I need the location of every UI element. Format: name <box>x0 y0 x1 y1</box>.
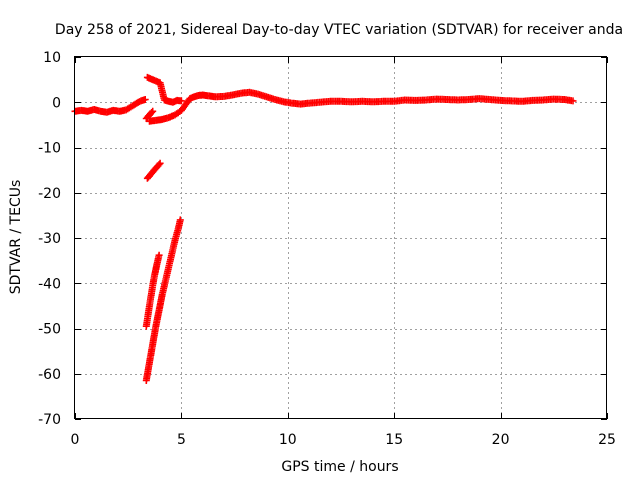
y-tick-label: -50 <box>38 322 61 338</box>
plus-marker <box>155 251 163 259</box>
y-tick-label: 10 <box>43 50 61 66</box>
plus-marker <box>153 161 163 171</box>
x-tick-label: 20 <box>492 432 510 448</box>
data-point <box>155 251 163 259</box>
y-tick-label: -20 <box>38 186 61 202</box>
plus-marker <box>133 98 143 107</box>
y-tick-label: -40 <box>38 276 61 292</box>
plus-marker <box>149 324 159 348</box>
y-tick-label: 0 <box>52 95 61 111</box>
plus-marker <box>171 108 184 119</box>
data-point <box>171 108 184 119</box>
data-point <box>142 112 152 122</box>
y-tick-label: -30 <box>38 231 61 247</box>
plus-marker <box>142 360 153 384</box>
data-points <box>71 73 577 384</box>
data-point <box>143 73 154 83</box>
x-tick-label: 25 <box>598 432 616 448</box>
plus-marker <box>152 77 163 86</box>
data-point <box>122 103 135 114</box>
plus-marker <box>146 342 156 366</box>
plus-marker <box>122 103 135 114</box>
plus-marker <box>569 97 577 105</box>
plus-marker <box>147 168 157 179</box>
y-tick-label: -70 <box>38 412 61 428</box>
plus-marker <box>142 112 152 122</box>
data-point <box>169 97 180 106</box>
data-point <box>148 75 158 84</box>
data-point <box>569 97 577 105</box>
data-point <box>177 97 185 105</box>
plus-marker <box>182 96 193 108</box>
x-axis-label: GPS time / hours <box>281 459 398 475</box>
data-point <box>129 100 139 110</box>
plus-marker <box>146 109 156 119</box>
x-tick-label: 0 <box>71 432 80 448</box>
plus-marker <box>148 75 158 84</box>
plus-marker <box>160 96 171 105</box>
data-point <box>147 168 157 179</box>
plus-marker <box>169 97 180 106</box>
y-axis-label: SDTVAR / TECUs <box>8 180 24 295</box>
data-point <box>146 342 156 366</box>
plus-marker <box>177 97 185 105</box>
plus-marker <box>137 96 148 105</box>
data-point <box>133 98 143 107</box>
data-point <box>152 77 163 86</box>
data-point <box>190 92 201 101</box>
data-point <box>146 109 156 119</box>
data-point <box>150 164 160 175</box>
plus-marker <box>129 100 139 110</box>
x-tick-label: 10 <box>279 432 297 448</box>
data-point <box>177 102 189 114</box>
x-tick-label: 15 <box>385 432 403 448</box>
data-point <box>156 159 164 167</box>
chart-title: Day 258 of 2021, Sidereal Day-to-day VTE… <box>55 22 623 38</box>
data-point <box>182 96 193 108</box>
plus-marker <box>186 93 197 103</box>
x-tick-label: 5 <box>177 432 186 448</box>
plus-marker <box>190 92 201 101</box>
plus-marker <box>141 96 149 103</box>
y-tick-label: -10 <box>38 141 61 157</box>
plus-marker <box>150 164 160 175</box>
data-point <box>153 161 163 171</box>
data-point <box>142 360 153 384</box>
data-point <box>141 96 149 103</box>
plus-marker <box>177 102 189 114</box>
data-point <box>149 324 159 348</box>
plus-marker <box>143 73 154 83</box>
data-point <box>176 216 184 224</box>
y-tick-label: -60 <box>38 367 61 383</box>
plot-frame <box>74 56 607 419</box>
data-point <box>160 96 171 105</box>
data-point <box>143 172 153 182</box>
plus-marker <box>143 172 153 182</box>
tick-labels: 0 5 10 15 20 25 10 0 -10 -20 -30 -40 -50 -60 -70 <box>38 50 616 448</box>
data-point <box>149 107 157 115</box>
plus-marker <box>156 159 164 167</box>
plus-marker <box>149 107 157 115</box>
plus-marker <box>176 216 184 224</box>
data-point <box>186 93 197 103</box>
data-point <box>137 96 148 105</box>
